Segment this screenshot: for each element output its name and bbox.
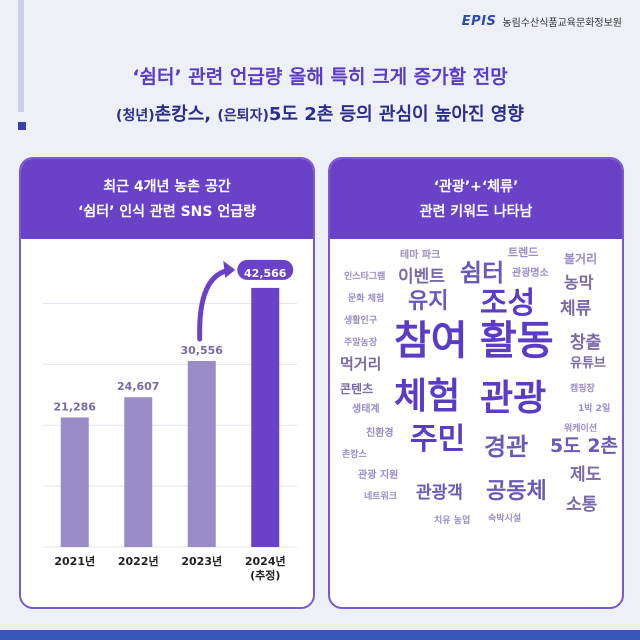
- bottom-strip: [0, 630, 640, 640]
- chart-title-line-1: 최근 4개년 농촌 공간: [103, 179, 231, 195]
- bar-value-label-2: 30,556: [181, 344, 224, 357]
- keyword-35: 공동체: [486, 479, 547, 504]
- keyword-33: 네트워크: [364, 492, 398, 502]
- keyword-15: 주말농장: [344, 338, 378, 348]
- highlight-value-pill: [237, 259, 294, 280]
- keyword-30: 촌캉스: [342, 450, 367, 460]
- logo-mark: EPIS: [461, 14, 497, 29]
- keyword-8: 문화 체험: [348, 294, 385, 304]
- category-label-0: 2021년: [54, 554, 95, 568]
- category-label-3-sub: (추정): [250, 568, 280, 582]
- left-accent-bar: [18, 0, 24, 112]
- keyword-14: 활동: [480, 318, 554, 364]
- keyword-2: 볼거리: [564, 252, 598, 266]
- keyword-20: 체험: [394, 376, 461, 417]
- left-accent-dot: [18, 122, 26, 130]
- category-label-3: 2024년: [245, 554, 286, 568]
- keyword-28: 경관: [484, 433, 529, 461]
- keyword-13: 참여: [394, 318, 468, 364]
- keyword-18: 유튜브: [570, 356, 606, 371]
- chart-title-line-2: ‘쉼터’ 인식 관련 SNS 언급량: [78, 204, 256, 220]
- top-strip: [0, 0, 640, 6]
- keyword-11: 체류: [560, 299, 592, 319]
- growth-arrow: [197, 267, 234, 342]
- chart-panel-header: 최근 4개년 농촌 공간 ‘쉼터’ 인식 관련 SNS 언급량: [21, 159, 313, 239]
- keyword-27: 주민: [410, 422, 466, 457]
- keyword-7: 농막: [564, 273, 594, 292]
- org-logo: EPIS 농림수산식품교육문화정보원: [462, 14, 622, 29]
- headline-text-a: 촌캉스,: [154, 104, 218, 125]
- bar-2: [187, 361, 216, 547]
- bar-0: [60, 417, 89, 547]
- headline-text-b: 5도 2촌 등의 관심이 높아진 영향: [268, 104, 524, 125]
- keyword-title-line-2: 관련 키워드 나타남: [419, 204, 533, 220]
- bar-value-label-0: 21,286: [54, 400, 97, 413]
- keyword-0: 테마 파크: [400, 250, 441, 261]
- keyword-25: 워케이션: [564, 424, 598, 434]
- keyword-21: 관광: [480, 378, 547, 419]
- keyword-36: 소통: [566, 495, 598, 515]
- bar-value-label-3: 42,566: [244, 267, 287, 280]
- bar-3: [251, 287, 280, 547]
- keyword-26: 친환경: [366, 428, 394, 439]
- keyword-1: 트렌드: [508, 246, 539, 259]
- keyword-3: 인스타그램: [344, 272, 386, 282]
- headline-tag-youth: (청년): [116, 108, 155, 124]
- keyword-5: 쉼터: [460, 259, 505, 287]
- keyword-16: 창출: [570, 333, 602, 353]
- keyword-17: 먹거리: [340, 355, 382, 373]
- keyword-10: 조성: [480, 286, 536, 321]
- keyword-24: 1박 2일: [578, 404, 611, 414]
- headline-tag-retiree: (은퇴자): [217, 108, 269, 124]
- keyword-19: 콘텐츠: [340, 382, 374, 396]
- mention-chart-panel: 최근 4개년 농촌 공간 ‘쉼터’ 인식 관련 SNS 언급량 21,286 20…: [19, 157, 315, 609]
- headline-line-1: ‘쉼터’ 관련 언급량 올해 특히 크게 증가할 전망: [132, 66, 508, 88]
- keyword-panel-header: ‘관광’+‘체류’ 관련 키워드 나타남: [330, 159, 622, 239]
- keyword-9: 유지: [408, 289, 449, 314]
- keyword-23: 생태계: [352, 404, 380, 415]
- bar-value-label-1: 24,607: [117, 380, 159, 393]
- keyword-6: 관광명소: [512, 268, 549, 279]
- keyword-22: 캠핑장: [570, 384, 595, 394]
- keyword-32: 제도: [570, 465, 602, 485]
- keyword-37: 치유 농업: [434, 516, 471, 526]
- category-label-1: 2022년: [118, 554, 159, 568]
- keyword-29: 5도 2촌: [550, 435, 619, 457]
- keyword-31: 관광 지원: [358, 470, 399, 481]
- keyword-34: 관광객: [416, 483, 463, 503]
- keyword-38: 숙박시설: [488, 514, 522, 524]
- keyword-title-line-1: ‘관광’+‘체류’: [433, 179, 519, 195]
- headline-line-2: (청년)촌캉스, (은퇴자)5도 2촌 등의 관심이 높아진 영향: [0, 100, 640, 126]
- bar-1: [124, 397, 153, 547]
- growth-arrow-head: [223, 260, 236, 278]
- bar-chart: 21,286 2021년 24,607 2022년 30,556 2023년 42,566 2…: [43, 259, 297, 582]
- org-name: 농림수산식품교육문화정보원: [502, 18, 622, 29]
- keyword-12: 생활인구: [344, 316, 378, 326]
- category-label-2: 2023년: [181, 554, 222, 568]
- keyword-4: 이벤트: [398, 267, 445, 287]
